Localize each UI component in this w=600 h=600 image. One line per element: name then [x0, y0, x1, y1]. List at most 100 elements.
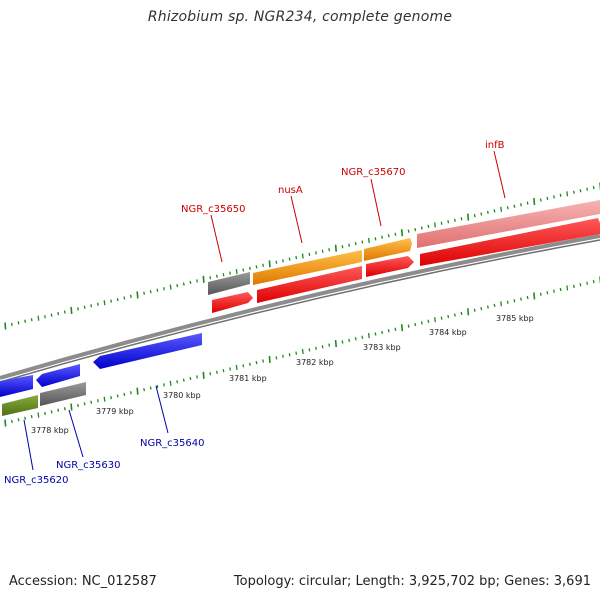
tick-mark [447, 220, 450, 224]
gene-NGR_c35620[interactable] [2, 395, 38, 416]
gene-infB[interactable] [417, 200, 600, 248]
gene-NGR_c35670-red[interactable] [366, 256, 414, 277]
tick-mark [10, 322, 13, 327]
tick-mark [559, 193, 562, 197]
gene-NGR_c35630[interactable] [40, 382, 86, 406]
tick-mark [566, 285, 569, 291]
tick-mark [77, 403, 79, 408]
tick-mark [341, 245, 344, 249]
kbp-label-3779: 3779 kbp [96, 407, 134, 416]
tick-mark [255, 360, 258, 365]
tick-mark [136, 291, 139, 299]
gene-label-infB[interactable]: infB [485, 140, 505, 151]
map-title: Rhizobium sp. NGR234, complete genome [147, 9, 453, 25]
tick-mark [553, 289, 555, 293]
tick-mark [275, 356, 278, 360]
tick-mark [30, 318, 33, 322]
kbp-label-3783: 3783 kbp [363, 343, 401, 352]
tick-mark [592, 185, 595, 190]
leader-NGR_c35670 [370, 178, 382, 227]
gene-label-NGR_c35620[interactable]: NGR_c35620 [4, 475, 69, 486]
tick-mark [566, 191, 569, 197]
gene-NGR_c35640[interactable] [93, 333, 202, 369]
tick-mark [301, 253, 304, 259]
tick-mark [116, 297, 119, 302]
tick-mark [176, 380, 179, 384]
tick-mark [374, 332, 377, 336]
tick-mark [189, 376, 192, 381]
tick-mark [63, 310, 66, 314]
tick-mark [295, 351, 298, 355]
tick-mark [586, 281, 589, 285]
tick-mark [420, 321, 423, 325]
tick-mark [156, 384, 159, 389]
tick-mark [572, 284, 575, 289]
tick-mark [453, 313, 456, 317]
tick-mark [288, 257, 291, 261]
tick-mark [242, 364, 245, 368]
tick-mark [460, 311, 463, 316]
tick-mark [96, 399, 99, 403]
tick-mark [592, 279, 595, 284]
tick-mark [387, 234, 390, 238]
kbp-label-3778: 3778 kbp [31, 426, 69, 435]
tick-mark [513, 204, 516, 208]
gene-NGR_c35650-red[interactable] [212, 292, 253, 313]
gene-NGR_c35670[interactable] [364, 238, 412, 261]
tick-mark [24, 319, 27, 323]
tick-mark [374, 237, 377, 241]
tick-mark [262, 359, 265, 363]
gene-label-NGR_c35630[interactable]: NGR_c35630 [56, 460, 121, 471]
tick-mark [222, 273, 225, 277]
tick-mark [229, 367, 232, 371]
gene-label-NGR_c35640[interactable]: NGR_c35640 [140, 438, 205, 449]
backbone-inner [0, 239, 600, 383]
tick-mark [44, 411, 46, 416]
tick-mark [282, 259, 284, 263]
tick-mark [467, 213, 470, 221]
tick-mark [215, 274, 218, 278]
tick-mark [506, 206, 509, 210]
kbp-label-3782: 3782 kbp [296, 358, 334, 367]
tick-mark [427, 319, 430, 323]
gene-label-NGR_c35670[interactable]: NGR_c35670 [341, 167, 406, 178]
accession-text: Accession: NC_012587 [9, 574, 157, 589]
tick-mark [520, 297, 522, 301]
tick-mark [96, 302, 99, 306]
tick-mark [123, 392, 126, 397]
kbp-label-3780: 3780 kbp [163, 391, 201, 400]
tick-mark [136, 387, 139, 395]
tick-mark [83, 305, 86, 309]
tick-mark [242, 268, 245, 272]
tick-mark [414, 322, 417, 327]
tick-mark [248, 266, 251, 271]
tick-mark [235, 269, 238, 275]
tick-mark [559, 287, 562, 292]
gene-blue-2[interactable] [36, 364, 80, 387]
tick-mark [37, 315, 40, 321]
tick-mark [90, 304, 93, 308]
tick-mark [473, 213, 476, 218]
tick-row-lower [4, 276, 600, 427]
tick-mark [460, 217, 463, 221]
tick-mark [367, 333, 370, 339]
tick-mark [400, 229, 404, 237]
tick-mark [275, 260, 278, 264]
tick-mark [295, 255, 298, 260]
tick-mark [486, 305, 489, 309]
tick-mark [57, 408, 60, 412]
tick-row-upper [4, 182, 600, 330]
gene-NGR_c35650[interactable] [208, 272, 250, 295]
tick-mark [24, 416, 27, 420]
genome-stats-text: Topology: circular; Length: 3,925,702 bp… [233, 574, 591, 589]
tick-mark [315, 251, 317, 255]
gene-nusA[interactable] [253, 250, 362, 285]
gene-label-nusA[interactable]: nusA [278, 185, 303, 196]
gene-label-NGR_c35650[interactable]: NGR_c35650 [181, 204, 246, 215]
tick-mark [169, 380, 172, 386]
tick-mark [229, 271, 232, 275]
gene-infB-red[interactable] [420, 218, 600, 266]
gene-nusA-red[interactable] [257, 266, 362, 303]
gene-blue-1[interactable] [0, 375, 33, 397]
